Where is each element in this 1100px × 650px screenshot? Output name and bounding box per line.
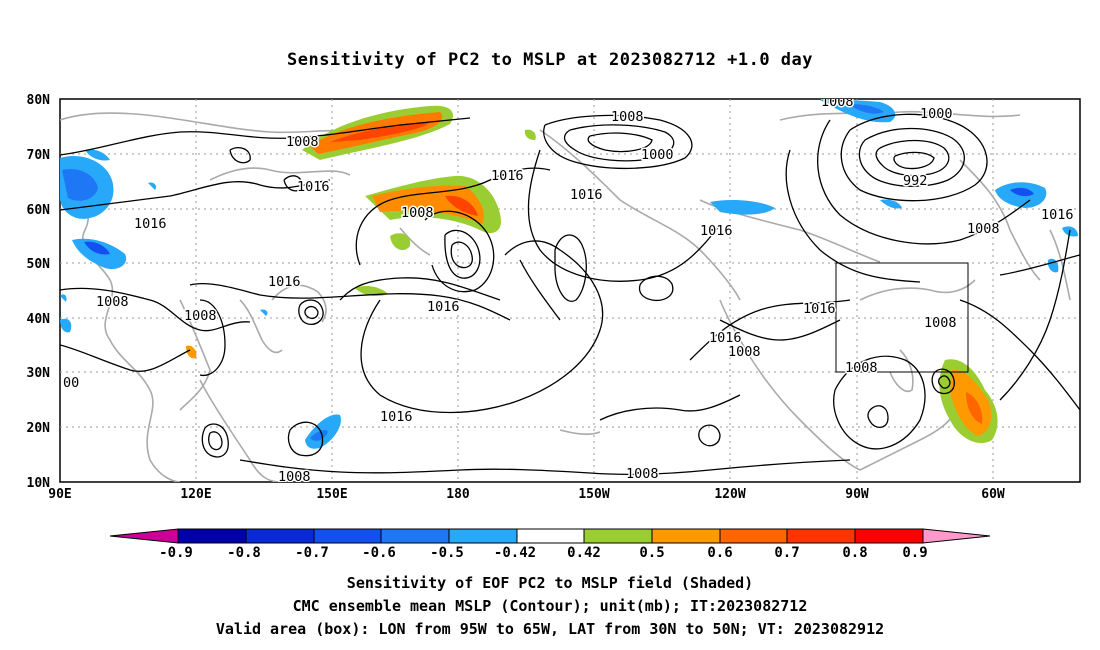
lat-tick-label: 60N: [27, 203, 51, 218]
mslp-contours: [60, 113, 1080, 476]
colorbar-high-end: [922, 528, 991, 544]
lat-tick-label: 50N: [27, 257, 51, 272]
map-title: Sensitivity of PC2 to MSLP at 2023082712…: [286, 50, 813, 70]
contour-label: 1016: [380, 409, 413, 425]
lat-tick-label: 20N: [27, 421, 51, 436]
contour-label: 1016: [803, 301, 836, 317]
contour-label: 1008: [278, 469, 311, 485]
colorbar-label: 0.9: [902, 545, 927, 561]
colorbar: [109, 528, 991, 544]
colorbar-label: 0.6: [707, 545, 732, 561]
contour-label: 1008: [286, 134, 319, 150]
contour-label: 1016: [427, 299, 460, 315]
contour-label: 1016: [709, 330, 742, 346]
colorbar-cell: [719, 528, 788, 544]
colorbar-cell: [786, 528, 856, 544]
lat-tick-label: 80N: [27, 93, 51, 108]
contour-label: 1008: [728, 344, 761, 360]
contour-label: 1016: [297, 179, 330, 195]
colorbar-cell: [651, 528, 721, 544]
contour-label: 1008: [626, 466, 659, 482]
contour-labels: 1008 1016 1008 1016 1008 1016 1008 00 10…: [62, 94, 1076, 485]
colorbar-low-end: [109, 528, 179, 544]
lon-axis-labels: 90E 120E 150E 180 150W 120W 90W 60W: [48, 487, 1005, 502]
lon-tick-label: 90E: [48, 487, 71, 502]
colorbar-label: -0.8: [227, 545, 261, 561]
caption-contour: CMC ensemble mean MSLP (Contour); unit(m…: [292, 597, 808, 615]
colorbar-cell: [380, 528, 450, 544]
contour-label: 1016: [570, 187, 603, 203]
contour-label: 992: [903, 173, 927, 189]
lat-tick-label: 30N: [27, 366, 51, 381]
caption-valid-area: Valid area (box): LON from 95W to 65W, L…: [215, 620, 885, 638]
lon-tick-label: 180: [446, 487, 470, 502]
contour-label: 1008: [96, 294, 129, 310]
contour-label: 1000: [641, 147, 674, 163]
lon-tick-label: 120E: [180, 487, 211, 502]
contour-label: 00: [63, 375, 79, 391]
colorbar-label: 0.7: [774, 545, 799, 561]
lon-tick-label: 120W: [714, 487, 745, 502]
contour-label: 1016: [268, 274, 301, 290]
contour-label: 1016: [134, 216, 167, 232]
lat-tick-label: 70N: [27, 148, 51, 163]
colorbar-cell: [583, 528, 653, 544]
colorbar-label: -0.9: [159, 545, 193, 561]
contour-label: 1008: [924, 315, 957, 331]
lon-tick-label: 150W: [578, 487, 609, 502]
lon-tick-label: 90W: [845, 487, 869, 502]
colorbar-label: 0.5: [639, 545, 664, 561]
contour-label: 1016: [1041, 207, 1074, 223]
lon-tick-label: 60W: [981, 487, 1005, 502]
colorbar-cell: [516, 528, 585, 544]
contour-label: 1016: [700, 223, 733, 239]
colorbar-cell: [854, 528, 924, 544]
colorbar-label: 0.8: [842, 545, 867, 561]
colorbar-label: -0.6: [362, 545, 396, 561]
lat-tick-label: 10N: [27, 476, 51, 491]
colorbar-cell: [177, 528, 247, 544]
colorbar-cell: [313, 528, 382, 544]
lat-axis-labels: 80N 70N 60N 50N 40N 30N 20N 10N: [27, 93, 51, 491]
colorbar-label: -0.7: [295, 545, 329, 561]
caption-shading: Sensitivity of EOF PC2 to MSLP field (Sh…: [346, 574, 754, 592]
colorbar-label: -0.42: [494, 545, 536, 561]
coastlines: [60, 110, 1071, 482]
contour-label: 1008: [401, 205, 434, 221]
contour-label: 1008: [184, 308, 217, 324]
colorbar-label: 0.42: [567, 545, 601, 561]
sensitivity-shading: [60, 100, 1078, 449]
plot-frame: [59, 98, 1081, 483]
colorbar-labels: -0.9 -0.8 -0.7 -0.6 -0.5 -0.42 0.42 0.5 …: [159, 545, 928, 561]
lat-tick-label: 40N: [27, 312, 51, 327]
contour-label: 1008: [845, 360, 878, 376]
colorbar-cell: [448, 528, 518, 544]
contour-label: 1008: [967, 221, 1000, 237]
valid-area-box: [835, 262, 969, 373]
lon-tick-label: 150E: [316, 487, 347, 502]
contour-label: 1000: [920, 106, 953, 122]
contour-label: 1008: [611, 109, 644, 125]
colorbar-cell: [245, 528, 315, 544]
contour-label: 1008: [821, 94, 854, 110]
colorbar-label: -0.5: [430, 545, 464, 561]
contour-label: 1016: [491, 168, 524, 184]
